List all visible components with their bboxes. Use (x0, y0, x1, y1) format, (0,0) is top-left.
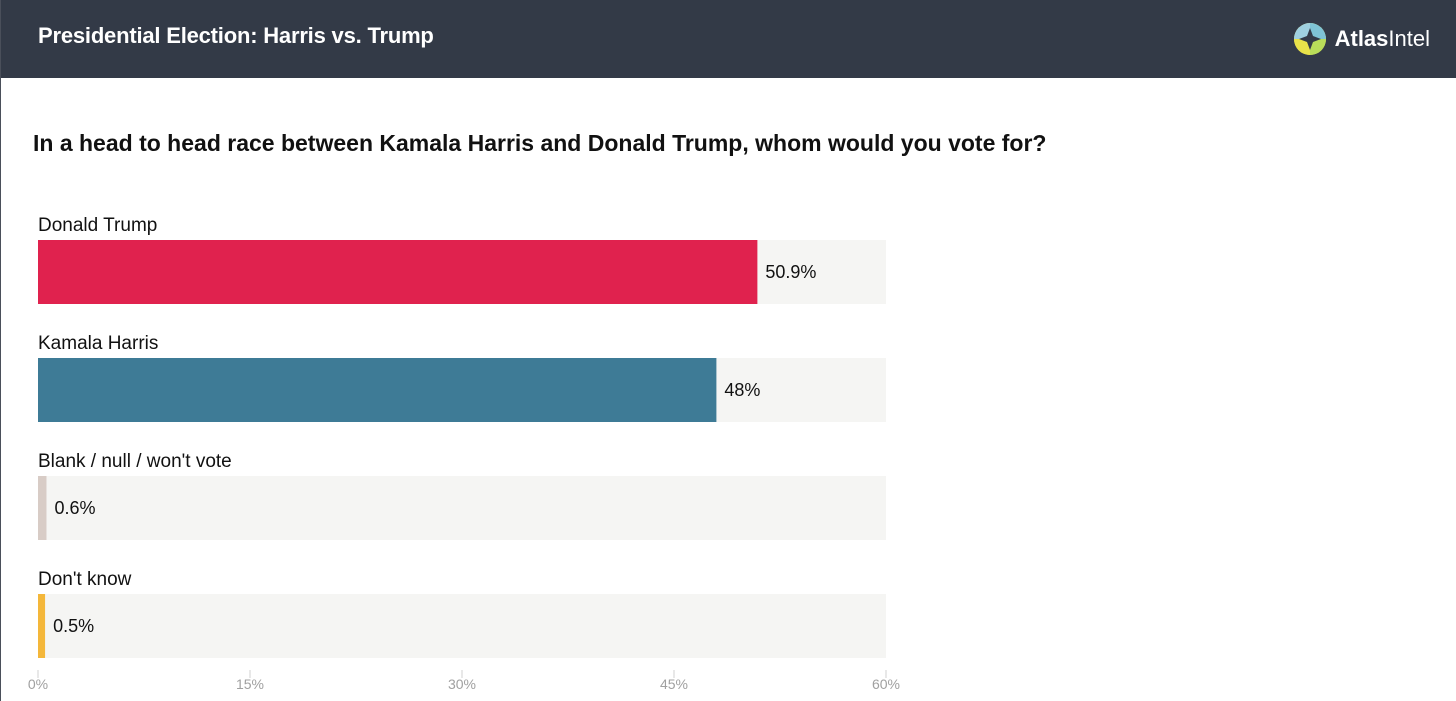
bar[interactable] (38, 240, 758, 304)
category-label: Donald Trump (38, 215, 157, 236)
bar[interactable] (38, 594, 46, 658)
category-label: Kamala Harris (38, 333, 158, 354)
x-tick-label: 45% (660, 676, 688, 692)
x-tick-label: 15% (236, 676, 264, 692)
x-tick-label: 0% (28, 676, 48, 692)
header-bar: Presidential Election: Harris vs. Trump … (1, 0, 1456, 78)
chart-question: In a head to head race between Kamala Ha… (33, 130, 1047, 156)
atlasintel-compass-icon (1293, 23, 1326, 55)
value-label: 0.5% (53, 616, 94, 636)
bar-track (38, 476, 886, 540)
bar[interactable] (38, 358, 717, 422)
category-label: Don't know (38, 569, 132, 590)
page-title: Presidential Election: Harris vs. Trump (38, 23, 434, 48)
value-label: 50.9% (765, 262, 816, 282)
left-border (0, 0, 1, 701)
bar-chart: Donald Trump 50.9% Kamala Harris 48% Blank /… (28, 215, 900, 692)
x-tick-label: 30% (448, 676, 476, 692)
logo-wordmark: AtlasIntel (1334, 26, 1430, 51)
category-label: Blank / null / won't vote (38, 451, 232, 472)
value-label: 48% (724, 380, 760, 400)
x-tick-label: 60% (872, 676, 900, 692)
bar-track (38, 594, 886, 658)
value-label: 0.6% (54, 498, 95, 518)
atlasintel-logo[interactable]: AtlasIntel (1293, 21, 1430, 57)
bar[interactable] (38, 476, 47, 540)
